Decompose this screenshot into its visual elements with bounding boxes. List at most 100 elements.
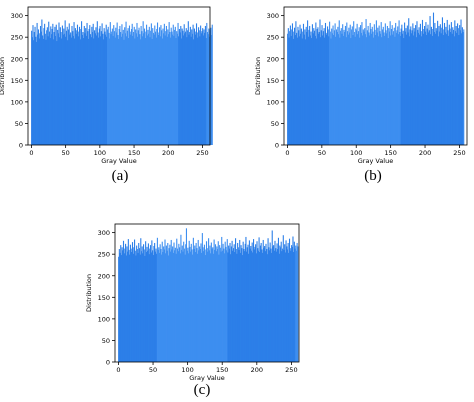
histogram-bar (421, 19, 424, 145)
histogram-bar (95, 27, 97, 145)
histogram-bar (57, 33, 59, 145)
histogram-bar (165, 31, 167, 145)
y-tick-label: 200 (267, 55, 279, 63)
histogram-bar (300, 28, 302, 145)
histogram-bar (391, 25, 393, 145)
histogram-bar (135, 29, 137, 145)
histogram-bar (67, 40, 69, 145)
histogram-bar (276, 243, 278, 362)
histogram-bar (180, 234, 182, 362)
histogram-bar (207, 251, 209, 362)
histogram-bar (164, 239, 166, 362)
histogram-bar (123, 253, 125, 362)
y-tick-label: 0 (19, 142, 23, 150)
histogram-bar (346, 31, 349, 145)
histogram-bar (47, 36, 49, 146)
histogram-bar (397, 34, 399, 146)
histogram-bar (243, 249, 245, 362)
histogram-bar (292, 236, 294, 362)
histogram-bar (70, 37, 72, 145)
histogram-bar (81, 35, 83, 145)
y-tick-label: 200 (98, 272, 110, 280)
histogram-bar (196, 248, 198, 362)
histogram-bar (193, 249, 195, 362)
histogram-bar (208, 36, 211, 145)
histogram-bar (94, 33, 96, 145)
histogram-bar (205, 255, 207, 362)
histogram-bar (100, 36, 102, 146)
histogram-bar (364, 34, 366, 146)
histogram-bar (145, 31, 147, 145)
histogram-bar (452, 29, 454, 146)
histogram-bar (311, 38, 313, 145)
histogram-bar (287, 28, 289, 146)
histogram-bar (85, 28, 87, 146)
histogram-bar (169, 32, 171, 146)
histogram-bar (141, 36, 144, 146)
histogram-bar (121, 24, 123, 145)
histogram-bar (195, 34, 197, 145)
histogram-bar (82, 32, 84, 146)
histogram-bar (261, 252, 264, 362)
histogram-bar (182, 251, 184, 362)
histogram-bar (187, 21, 189, 146)
histogram-bar (355, 28, 357, 145)
histogram-bar (160, 25, 162, 145)
histogram-bar (114, 37, 116, 145)
histogram-bar (125, 243, 127, 362)
histogram-bar (267, 238, 269, 362)
histogram-bar (402, 30, 404, 145)
histogram-bar (149, 245, 152, 362)
histogram-bar (57, 29, 59, 146)
histogram-bar (168, 22, 170, 145)
histogram-bar (84, 33, 86, 145)
histogram-bar (176, 238, 178, 362)
histogram-bar (283, 249, 285, 362)
histogram-bar (415, 25, 417, 145)
histogram-bar (332, 25, 334, 146)
chart-panel-a: 0 50 100 150 200 250 300 0 50 100 150 200 250 Gray Va… (0, 0, 215, 165)
histogram-bar (412, 23, 414, 146)
histogram-bar (264, 251, 266, 362)
histogram-bar (233, 244, 235, 362)
histogram-bar (344, 32, 346, 146)
histogram-bar (149, 37, 151, 145)
histogram-bar (300, 33, 302, 145)
histogram-bar (149, 248, 151, 362)
axes-frame (114, 223, 300, 363)
histogram-bar (419, 23, 421, 146)
histogram-bar (210, 27, 212, 146)
histogram-bar (75, 33, 77, 145)
histogram-bar (324, 37, 326, 145)
histogram-bar (63, 28, 65, 145)
histogram-bar (169, 251, 172, 362)
histogram-bar (435, 33, 437, 145)
histogram-bar (360, 32, 362, 145)
caption-b: (b) (364, 168, 382, 184)
histogram-bar (125, 21, 127, 146)
histogram-bar (305, 26, 307, 145)
histogram-bar (280, 241, 282, 362)
histogram-bar (324, 22, 327, 145)
histogram-bar (226, 250, 228, 362)
histogram-bar (119, 252, 121, 362)
histogram-bar (247, 244, 249, 362)
histogram-bar (111, 28, 113, 145)
histogram-bar (143, 28, 146, 145)
histogram-bar (363, 31, 365, 145)
histogram-bar (429, 16, 431, 146)
histogram-bar (288, 37, 290, 145)
histogram-bar (308, 29, 310, 146)
histogram-bar (306, 32, 308, 146)
histogram-bar (206, 32, 209, 146)
histogram-bar (128, 25, 131, 146)
histogram-bar (178, 28, 180, 145)
histogram-bar (368, 32, 370, 145)
histogram-bar (83, 25, 85, 146)
histogram-bar (161, 254, 163, 362)
histogram-bar (37, 29, 40, 145)
histogram-bar (301, 38, 303, 146)
histogram-bar (148, 26, 150, 145)
histogram-bar (177, 251, 179, 362)
x-tick-label: 100 (181, 366, 193, 374)
